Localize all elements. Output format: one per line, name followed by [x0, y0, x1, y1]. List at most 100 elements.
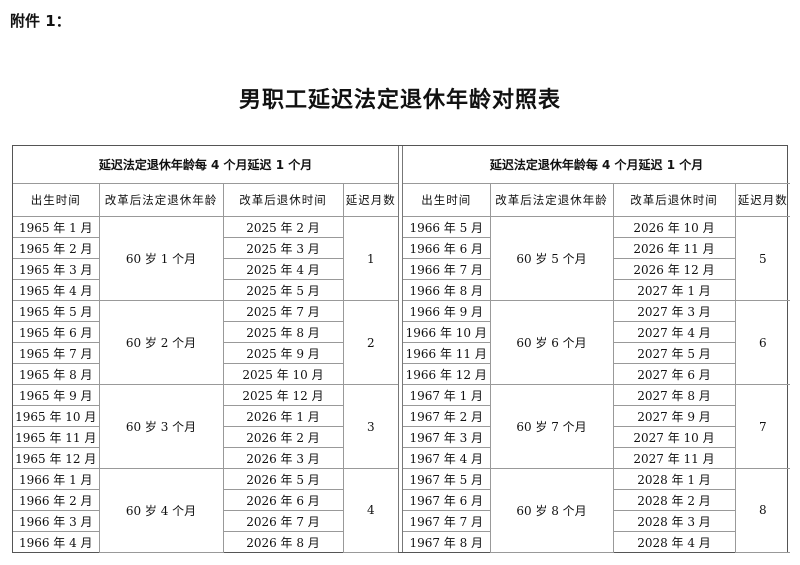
table-right: 延迟法定退休年龄每 4 个月延迟 1 个月 出生时间 改革后法定退休年龄 改革后退休时…: [402, 146, 791, 553]
delay-months: 5: [734, 216, 791, 301]
birth-date: 1965 年 8 月: [13, 363, 100, 385]
retirement-date: 2027 年 1 月: [612, 279, 735, 301]
birth-date: 1967 年 8 月: [403, 531, 491, 552]
retirement-date: 2025 年 2 月: [222, 216, 344, 238]
table-row: 1965 年 8 月 2025 年 10 月: [13, 363, 398, 385]
birth-date: 1967 年 3 月: [403, 426, 491, 448]
table-left: 延迟法定退休年龄每 4 个月延迟 1 个月 出生时间 改革后法定退休年龄 改革后退休时…: [13, 146, 399, 553]
birth-date: 1966 年 4 月: [13, 531, 100, 552]
table-row: 1966 年 10 月 2027 年 4 月: [403, 321, 790, 343]
delay-months: 6: [734, 300, 791, 385]
retirement-date: 2025 年 12 月: [222, 384, 344, 406]
retirement-date: 2027 年 4 月: [612, 321, 735, 343]
birth-date: 1966 年 10 月: [403, 321, 491, 343]
birth-date: 1967 年 2 月: [403, 405, 491, 427]
table-row: 1965 年 7 月 2025 年 9 月: [13, 342, 398, 364]
retirement-date: 2027 年 3 月: [612, 300, 736, 322]
retirement-date: 2025 年 7 月: [222, 300, 344, 322]
retirement-date: 2026 年 1 月: [222, 405, 343, 427]
birth-date: 1965 年 5 月: [13, 300, 100, 322]
table-heading: 延迟法定退休年龄每 4 个月延迟 1 个月: [403, 146, 791, 184]
birth-date: 1967 年 7 月: [403, 510, 491, 532]
birth-date: 1966 年 1 月: [13, 468, 100, 490]
retirement-date: 2027 年 10 月: [612, 426, 735, 448]
retirement-date: 2026 年 6 月: [222, 489, 343, 511]
retirement-date: 2025 年 3 月: [222, 237, 343, 259]
birth-date: 1966 年 5 月: [403, 216, 491, 238]
table-row: 1966 年 4 月 2026 年 8 月: [13, 531, 398, 552]
birth-date: 1965 年 3 月: [13, 258, 100, 280]
table-row: 1965 年 11 月 2026 年 2 月: [13, 426, 398, 448]
birth-date: 1967 年 6 月: [403, 489, 491, 511]
birth-date: 1966 年 6 月: [403, 237, 491, 259]
birth-date: 1965 年 2 月: [13, 237, 100, 259]
birth-date: 1967 年 4 月: [403, 447, 491, 469]
birth-date: 1965 年 7 月: [13, 342, 100, 364]
table-row: 1967 年 7 月 2028 年 3 月: [403, 510, 790, 532]
retirement-date: 2025 年 10 月: [222, 363, 343, 385]
retirement-date: 2025 年 9 月: [222, 342, 343, 364]
column-header: 改革后法定退休年龄: [489, 183, 614, 217]
table-row: 1966 年 8 月 2027 年 1 月: [403, 279, 790, 301]
delay-months: 2: [342, 300, 399, 385]
retirement-date: 2028 年 2 月: [612, 489, 735, 511]
birth-date: 1965 年 10 月: [13, 405, 100, 427]
retirement-age: 60 岁 5 个月: [489, 216, 614, 301]
column-header: 延迟月数: [342, 183, 399, 217]
column-header: 延迟月数: [734, 183, 791, 217]
birth-date: 1966 年 12 月: [403, 363, 491, 385]
retirement-date: 2027 年 5 月: [612, 342, 735, 364]
retirement-date: 2027 年 9 月: [612, 405, 735, 427]
table-row: 1966 年 11 月 2027 年 5 月: [403, 342, 790, 364]
retirement-date: 2026 年 11 月: [612, 237, 735, 259]
column-header: 改革后退休时间: [612, 183, 736, 217]
retirement-date: 2025 年 8 月: [222, 321, 343, 343]
retirement-date: 2025 年 4 月: [222, 258, 343, 280]
birth-date: 1965 年 12 月: [13, 447, 100, 469]
retirement-date: 2028 年 3 月: [612, 510, 735, 532]
table-row: 1965 年 10 月 2026 年 1 月: [13, 405, 398, 427]
retirement-date: 2027 年 8 月: [612, 384, 736, 406]
delay-months: 3: [342, 384, 399, 469]
retirement-age: 60 岁 2 个月: [98, 300, 224, 385]
retirement-date: 2026 年 12 月: [612, 258, 735, 280]
retirement-date: 2026 年 3 月: [222, 447, 343, 469]
table-heading: 延迟法定退休年龄每 4 个月延迟 1 个月: [13, 146, 399, 184]
birth-date: 1966 年 2 月: [13, 489, 100, 511]
retirement-age: 60 岁 4 个月: [98, 468, 224, 553]
retirement-date: 2027 年 6 月: [612, 363, 735, 385]
column-header: 出生时间: [13, 183, 100, 217]
retirement-date: 2026 年 10 月: [612, 216, 736, 238]
retirement-date: 2026 年 2 月: [222, 426, 343, 448]
column-header: 出生时间: [403, 183, 491, 217]
retirement-age: 60 岁 3 个月: [98, 384, 224, 469]
birth-date: 1965 年 11 月: [13, 426, 100, 448]
delay-months: 4: [342, 468, 399, 553]
birth-date: 1966 年 8 月: [403, 279, 491, 301]
birth-date: 1965 年 4 月: [13, 279, 100, 301]
table-row: 1966 年 3 月 2026 年 7 月: [13, 510, 398, 532]
retirement-date: 2026 年 7 月: [222, 510, 343, 532]
page-title: 男职工延迟法定退休年龄对照表: [238, 87, 561, 113]
table-row: 1967 年 8 月 2028 年 4 月: [403, 531, 790, 552]
retirement-age: 60 岁 1 个月: [98, 216, 224, 301]
retirement-date: 2026 年 8 月: [222, 531, 343, 552]
table-row: 1966 年 12 月 2027 年 6 月: [403, 363, 790, 385]
birth-date: 1966 年 9 月: [403, 300, 491, 322]
birth-date: 1966 年 7 月: [403, 258, 491, 280]
retirement-date: 2028 年 1 月: [612, 468, 736, 490]
column-header: 改革后法定退休年龄: [98, 183, 224, 217]
column-header: 改革后退休时间: [222, 183, 344, 217]
table-row: 1965 年 4 月 2025 年 5 月: [13, 279, 398, 301]
table-row: 1966 年 2 月 2026 年 6 月: [13, 489, 398, 511]
retirement-date: 2027 年 11 月: [612, 447, 735, 469]
delay-months: 8: [734, 468, 791, 553]
birth-date: 1965 年 9 月: [13, 384, 100, 406]
retirement-date: 2026 年 5 月: [222, 468, 344, 490]
